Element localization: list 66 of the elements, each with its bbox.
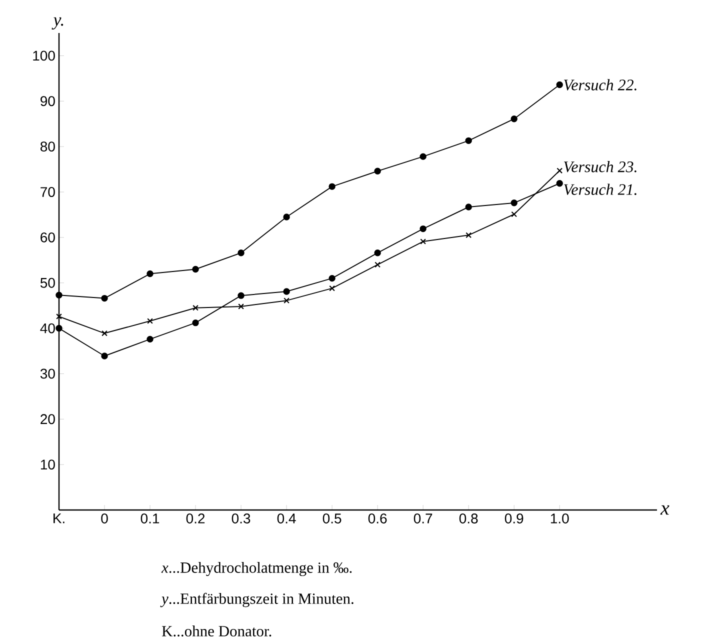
y-tick-label: 60 — [40, 232, 55, 242]
point — [374, 262, 381, 268]
point — [328, 183, 336, 190]
point — [192, 319, 199, 326]
y-axis-title: y. — [52, 17, 64, 30]
point — [374, 250, 381, 256]
series-label: Versuch 22. — [564, 79, 636, 90]
point — [192, 266, 199, 273]
x-tick-label: 0.9 — [504, 514, 524, 524]
x-tick-label: 0.1 — [140, 514, 160, 524]
y-tick-label: 80 — [40, 142, 55, 152]
y-tick-label: 70 — [40, 187, 55, 197]
y-tick-label: 20 — [40, 414, 55, 424]
point — [238, 250, 244, 256]
text: y...Entfärbungszeit in Minuten. — [160, 592, 354, 608]
point — [101, 294, 108, 302]
x-tick-label: 0.2 — [186, 514, 205, 524]
x-tick-label: K. — [54, 514, 64, 524]
y-tick-label: 100 — [33, 50, 55, 61]
point — [56, 314, 62, 320]
point — [328, 274, 336, 282]
y-tick-label: 90 — [40, 96, 55, 106]
point — [466, 232, 472, 238]
point — [420, 225, 426, 232]
point — [284, 298, 290, 304]
point — [283, 214, 290, 220]
y-tick-label: 40 — [40, 323, 55, 334]
text: x...Dehydrocholatmenge in ‰. — [161, 562, 352, 576]
point — [238, 304, 244, 310]
x-tick-label: 0.8 — [459, 514, 478, 524]
point — [511, 211, 518, 218]
point — [420, 153, 426, 160]
point — [510, 200, 518, 206]
point — [556, 180, 563, 187]
point — [556, 168, 563, 174]
x-tick-label: 0.5 — [322, 514, 342, 524]
point — [192, 304, 198, 311]
point — [146, 270, 154, 278]
x-axis-title: x — [660, 505, 670, 515]
point — [556, 81, 563, 88]
point — [101, 352, 108, 360]
y-tick-label: 50 — [40, 278, 55, 288]
point — [465, 137, 472, 144]
point — [420, 238, 426, 244]
point — [465, 204, 472, 210]
point — [283, 288, 290, 295]
y-tick-label: 10 — [40, 460, 55, 470]
series-label: Versuch 23. — [564, 160, 636, 172]
point — [510, 116, 518, 122]
series-label: Versuch 21. — [564, 184, 636, 196]
point — [329, 285, 336, 292]
y-tick-label: 30 — [40, 368, 55, 379]
point — [147, 318, 153, 324]
point — [56, 324, 62, 332]
x-tick-label: 0.3 — [232, 514, 250, 524]
x-tick-label: 0.4 — [277, 514, 296, 524]
x-tick-label: 0.6 — [368, 514, 387, 524]
point — [56, 292, 62, 298]
text: K...ohne Donator. — [162, 626, 272, 636]
point — [146, 336, 154, 343]
point — [374, 168, 381, 174]
x-tick-label: 1.0 — [550, 514, 569, 524]
point — [238, 292, 244, 299]
x-tick-label: 0 — [101, 514, 108, 524]
x-tick-label: 0.7 — [414, 514, 432, 524]
point — [102, 330, 108, 336]
